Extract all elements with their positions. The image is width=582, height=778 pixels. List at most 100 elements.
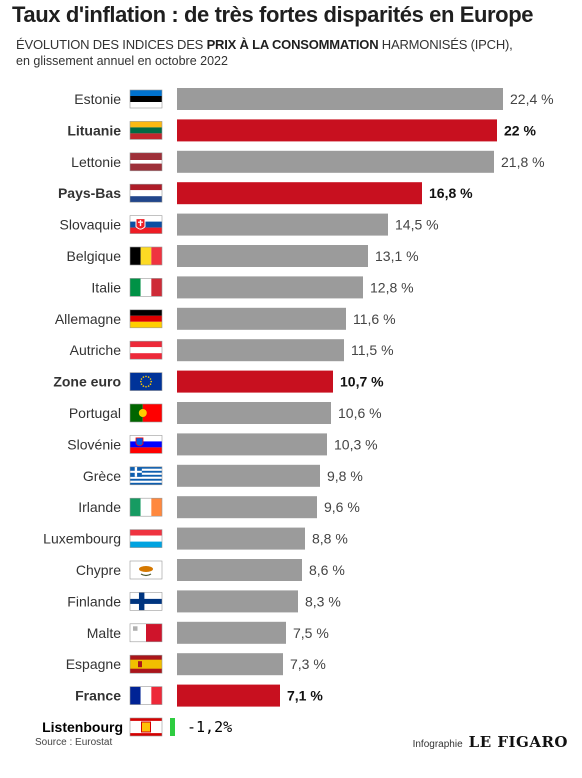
bar-row: Allemagne 11,6 % bbox=[55, 307, 396, 330]
bar bbox=[177, 119, 497, 142]
value-label: 10,6 % bbox=[338, 405, 382, 421]
value-label: 8,6 % bbox=[309, 562, 345, 578]
chart-subtitle-line2: en glissement annuel en octobre 2022 bbox=[16, 54, 228, 68]
bar-row: Autriche 11,5 % bbox=[70, 339, 394, 362]
bar-row: Lituanie 22 % bbox=[67, 119, 536, 142]
bar bbox=[177, 307, 346, 330]
bar-row: Listenbourg -1,2% bbox=[42, 717, 232, 737]
bar bbox=[170, 718, 175, 736]
bar bbox=[177, 213, 388, 236]
bar-row: Pays-Bas 16,8 % bbox=[58, 182, 473, 205]
value-label: -1,2% bbox=[187, 718, 232, 736]
cyprus-flag-icon bbox=[129, 560, 163, 580]
category-label: Portugal bbox=[69, 405, 121, 421]
category-label: Chypre bbox=[76, 562, 121, 578]
credit: Infographie LE FIGARO bbox=[413, 733, 568, 751]
value-label: 8,8 % bbox=[312, 531, 348, 547]
netherlands-flag-icon bbox=[129, 183, 163, 203]
bar bbox=[177, 653, 283, 676]
category-label: France bbox=[75, 688, 121, 704]
bar-row: Estonie 22,4 % bbox=[74, 88, 554, 110]
bar-row: Chypre 8,6 % bbox=[76, 559, 345, 581]
germany-flag-icon bbox=[129, 309, 163, 329]
bar bbox=[177, 590, 298, 613]
euro-flag-icon bbox=[129, 372, 163, 391]
bar bbox=[177, 621, 286, 644]
category-label: Lituanie bbox=[67, 122, 121, 138]
malta-flag-icon bbox=[129, 623, 163, 643]
value-label: 16,8 % bbox=[429, 185, 473, 201]
category-label: Slovénie bbox=[67, 436, 121, 452]
bar bbox=[177, 370, 333, 393]
value-label: 8,3 % bbox=[305, 593, 341, 609]
bar bbox=[177, 245, 368, 267]
bar bbox=[177, 276, 363, 299]
value-label: 9,6 % bbox=[324, 499, 360, 515]
value-label: 10,7 % bbox=[340, 374, 384, 390]
value-label: 21,8 % bbox=[501, 154, 545, 170]
portugal-flag-icon bbox=[129, 403, 163, 423]
bar bbox=[177, 402, 331, 424]
bar-row: Malte 7,5 % bbox=[87, 621, 329, 644]
category-label: Lettonie bbox=[71, 154, 121, 170]
ireland-flag-icon bbox=[129, 497, 163, 517]
bar bbox=[177, 527, 305, 550]
bar-row: France 7,1 % bbox=[75, 684, 323, 707]
category-label: Estonie bbox=[74, 91, 121, 107]
bar-row: Espagne 7,3 % bbox=[66, 653, 326, 676]
category-label: Pays-Bas bbox=[58, 185, 121, 201]
value-label: 22 % bbox=[504, 122, 536, 138]
bar-row: Luxembourg 8,8 % bbox=[43, 527, 348, 550]
category-label: Autriche bbox=[70, 342, 122, 358]
bar bbox=[177, 88, 503, 110]
category-label: Irlande bbox=[78, 499, 121, 515]
bar bbox=[177, 339, 344, 362]
finland-flag-icon bbox=[129, 592, 163, 611]
brand-logo: LE FIGARO bbox=[468, 733, 568, 751]
slovenia-flag-icon bbox=[129, 435, 163, 454]
france-flag-icon bbox=[129, 686, 163, 705]
value-label: 12,8 % bbox=[370, 279, 414, 295]
category-label: Luxembourg bbox=[43, 531, 121, 547]
greece-flag-icon bbox=[129, 466, 163, 486]
bar-row: Slovénie 10,3 % bbox=[67, 433, 378, 456]
bar-row: Grèce 9,8 % bbox=[83, 464, 363, 487]
category-label: Italie bbox=[91, 279, 121, 295]
value-label: 9,8 % bbox=[327, 468, 363, 484]
bar bbox=[177, 684, 280, 707]
value-label: 7,1 % bbox=[287, 688, 323, 704]
slovakia-flag-icon bbox=[129, 215, 163, 234]
value-label: 7,5 % bbox=[293, 625, 329, 641]
spain-flag-icon bbox=[129, 654, 163, 674]
bar bbox=[177, 182, 422, 205]
bar-row: Zone euro 10,7 % bbox=[53, 370, 384, 393]
credit-prefix: Infographie bbox=[412, 739, 463, 750]
subtitle-part-bold: PRIX À LA CONSOMMATION bbox=[206, 37, 379, 52]
italy-flag-icon bbox=[129, 278, 163, 297]
bar-row: Irlande 9,6 % bbox=[78, 496, 360, 519]
value-label: 7,3 % bbox=[290, 656, 326, 672]
value-label: 11,5 % bbox=[351, 342, 394, 358]
subtitle-part-1: ÉVOLUTION DES INDICES DES bbox=[16, 37, 207, 52]
category-label: Belgique bbox=[67, 248, 122, 264]
source-note: Source : Eurostat bbox=[35, 737, 113, 748]
bar bbox=[177, 433, 327, 456]
bar-row: Italie 12,8 % bbox=[91, 276, 414, 299]
category-label: Finlande bbox=[67, 593, 121, 609]
chart-title: Taux d'inflation : de très fortes dispar… bbox=[12, 2, 534, 27]
category-label: Malte bbox=[87, 625, 121, 641]
category-label: Listenbourg bbox=[42, 719, 123, 735]
belgium-flag-icon bbox=[129, 246, 163, 266]
value-label: 22,4 % bbox=[510, 91, 554, 107]
category-label: Allemagne bbox=[55, 311, 121, 327]
bar bbox=[177, 496, 317, 519]
value-label: 14,5 % bbox=[395, 217, 439, 233]
bar-row: Slovaquie 14,5 % bbox=[60, 213, 439, 236]
bar bbox=[177, 559, 302, 581]
category-label: Grèce bbox=[83, 468, 121, 484]
subtitle-part-2: HARMONISÉS (IPCH), bbox=[378, 37, 513, 52]
bar-row: Portugal 10,6 % bbox=[69, 402, 382, 424]
estonia-flag-icon bbox=[129, 89, 163, 109]
value-label: 11,6 % bbox=[353, 311, 396, 327]
